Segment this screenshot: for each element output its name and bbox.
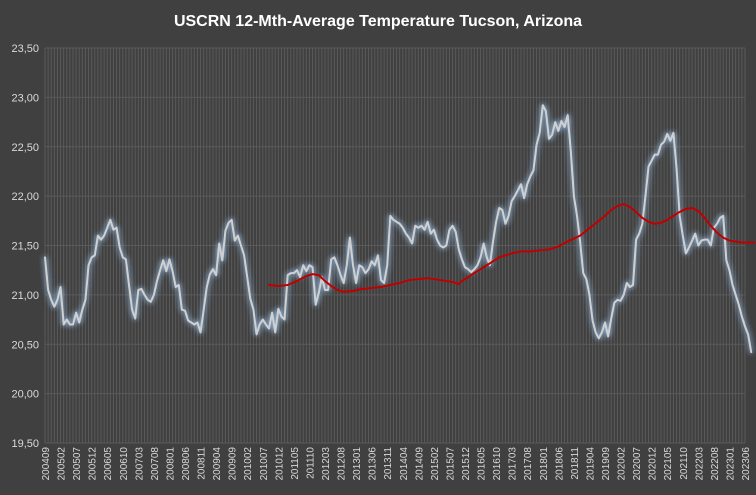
x-tick-label: 201105 [290, 447, 301, 480]
x-tick-label: 201404 [399, 447, 410, 481]
x-tick-label: 201409 [414, 447, 425, 481]
x-tick-label: 202007 [632, 447, 643, 481]
x-tick-label: 201507 [445, 447, 456, 481]
y-tick-label: 22,50 [11, 142, 39, 154]
grid-lines [44, 47, 746, 444]
x-tick-label: 202306 [741, 447, 752, 481]
series-line-trend [268, 203, 756, 293]
y-tick-label: 21,00 [11, 290, 39, 302]
x-tick-label: 201610 [492, 447, 503, 481]
x-tick-label: 202301 [725, 447, 736, 481]
series-line-monthly [44, 104, 753, 354]
y-axis-labels: 19,50 20,00 20,50 21,00 21,50 22,00 22,50 23,00… [11, 43, 39, 450]
y-tick-label: 21,50 [11, 241, 39, 253]
chart-title: USCRN 12-Mth-Average Temperature Tucson,… [174, 13, 582, 30]
x-tick-label: 201208 [337, 447, 348, 481]
x-tick-label: 201012 [274, 447, 285, 481]
x-tick-label: 202203 [694, 447, 705, 481]
x-tick-label: 201909 [601, 447, 612, 481]
x-tick-label: 201904 [585, 447, 596, 481]
y-tick-label: 20,00 [11, 389, 39, 401]
x-tick-label: 200909 [228, 447, 239, 481]
x-tick-label: 200904 [212, 447, 223, 481]
x-tick-label: 200605 [103, 447, 114, 481]
x-tick-label: 200502 [57, 447, 68, 481]
x-tick-label: 200409 [41, 447, 52, 481]
y-tick-label: 19,50 [11, 438, 39, 450]
x-tick-label: 200806 [181, 447, 192, 481]
x-tick-label: 200512 [88, 447, 99, 481]
x-tick-label: 201007 [259, 447, 270, 481]
x-tick-label: 200801 [165, 447, 176, 481]
x-tick-label: 202012 [648, 447, 659, 481]
x-tick-label: 200811 [197, 447, 208, 480]
x-tick-label: 200507 [72, 447, 83, 481]
x-tick-label: 201311 [383, 447, 394, 480]
x-axis-labels: 200409 200502 200507 200512 200605 200610 2007… [41, 447, 752, 481]
x-tick-label: 202105 [663, 447, 674, 481]
x-tick-label: 202208 [710, 447, 721, 481]
x-tick-label: 201502 [430, 447, 441, 481]
x-tick-label: 201811 [570, 447, 581, 480]
x-tick-label: 201002 [243, 447, 254, 481]
x-tick-label: 201708 [523, 447, 534, 481]
x-tick-label: 201110 [305, 447, 316, 479]
x-tick-label: 201605 [477, 447, 488, 481]
x-tick-label: 201801 [539, 447, 550, 481]
x-tick-label: 202110 [679, 447, 690, 480]
x-tick-label: 201806 [554, 447, 565, 481]
y-tick-label: 20,50 [11, 339, 39, 351]
y-tick-label: 23,00 [11, 92, 39, 104]
x-tick-label: 201203 [321, 447, 332, 481]
x-tick-label: 201703 [508, 447, 519, 481]
x-tick-label: 201512 [461, 447, 472, 481]
x-tick-label: 201301 [352, 447, 363, 481]
x-tick-label: 200708 [150, 447, 161, 481]
x-tick-label: 200610 [119, 447, 130, 481]
series-lines [44, 104, 756, 354]
x-tick-label: 202002 [617, 447, 628, 481]
x-tick-label: 201306 [368, 447, 379, 481]
x-tick-label: 200703 [134, 447, 145, 481]
y-tick-label: 22,00 [11, 191, 39, 203]
y-tick-label: 23,50 [11, 43, 39, 55]
